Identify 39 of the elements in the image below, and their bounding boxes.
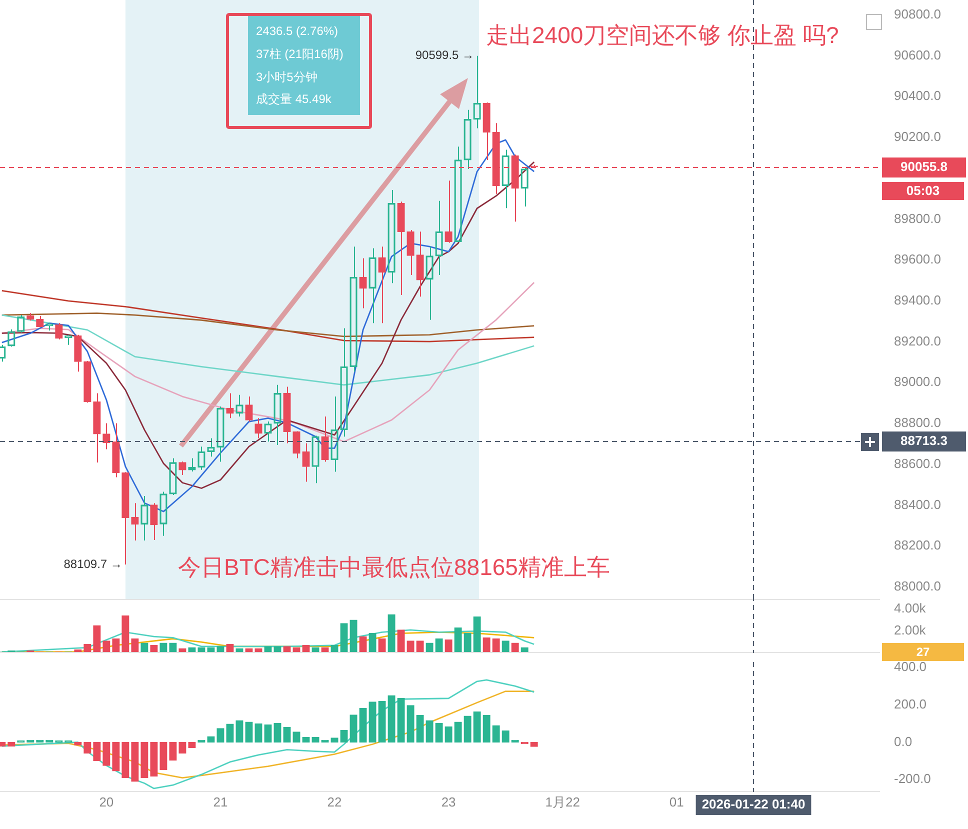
x-tick-label: 22 [327,794,342,810]
y-tick-label: 88200.0 [894,538,941,553]
annotation: 88109.7 → [64,556,122,571]
y-tick-label: 89800.0 [894,210,941,226]
text: 走出2400刀空间还不够 你止盈 吗? [486,21,839,50]
y-tick-label: 90400.0 [894,88,941,104]
y-tick-label: 2.00k [894,622,926,638]
y-tick-label: 0.0 [894,734,912,749]
y-tick-label: 89000.0 [894,374,941,390]
y-tick-label: 89600.0 [894,252,941,267]
y-tick-label: 89200.0 [894,333,941,348]
x-tick-label: 01 [669,794,684,810]
annotation: 3小时5分钟 [256,69,318,86]
y-tick-label: 200.0 [894,696,927,712]
annotation: 37柱 (21阳16阴) [256,46,344,63]
y-tick-label: 88400.0 [894,496,941,512]
y-tick-label: -200.0 [894,771,931,786]
y-tick-label: 400.0 [894,659,927,674]
x-tick-label: 1月22 [545,794,580,810]
ref-line-label: 2026-01-22 01:40 [702,796,806,812]
x-tick-label: 21 [213,794,228,810]
annotation: 成交量 45.49k [256,91,332,108]
x-tick-label: 20 [99,794,114,810]
y-tick-label: 88000.0 [894,578,941,594]
y-tick-label: 90200.0 [894,129,941,144]
y-tick-label: 4.00k [894,600,926,616]
y-tick-label: 89400.0 [894,292,941,308]
annotation: 今日BTC精准击中最低点位88165精准上车 [178,554,610,580]
text: 05:03 [882,182,964,200]
ref-line-label: 90055.8 [900,159,948,174]
y-tick-label: 88600.0 [894,456,941,471]
x-tick-label: 23 [441,794,456,810]
y-tick-label: 90800.0 [894,6,941,22]
text: 27 [882,643,964,661]
annotation: 2436.5 (2.76%) [256,23,338,40]
y-tick-label: 88800.0 [894,415,941,430]
annotation: 90599.5 → [415,48,474,62]
ref-line-label: 88713.3 [900,433,948,448]
y-tick-label: 90600.0 [894,47,941,62]
